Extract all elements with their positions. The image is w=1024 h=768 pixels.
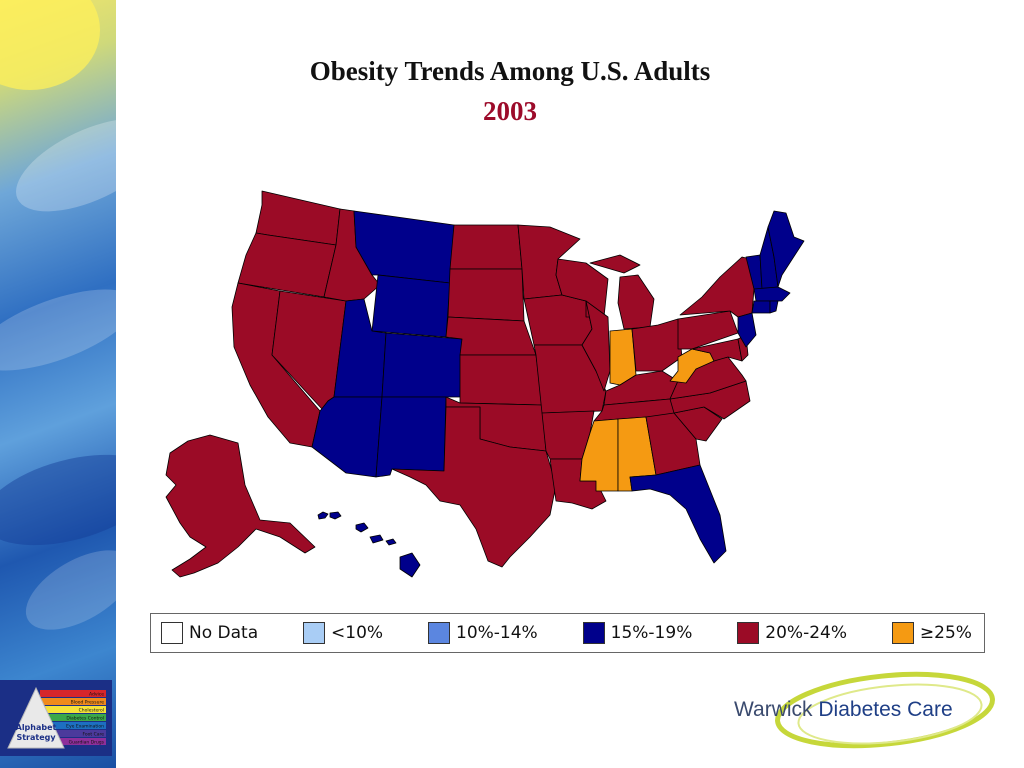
- legend-item-20-24: 20%-24%: [737, 622, 847, 644]
- state-pennsylvania: [677, 310, 739, 350]
- legend-item-10-14: 10%-14%: [428, 622, 538, 644]
- state-colorado: [381, 332, 463, 398]
- map-legend: No Data <10% 10%-14% 15%-19% 20%-24% ≥25…: [150, 613, 985, 653]
- legend-label-20-24: 20%-24%: [765, 623, 847, 643]
- state-hawaii-5: [385, 538, 397, 546]
- state-north-dakota: [449, 224, 523, 270]
- state-georgia: [645, 412, 701, 476]
- state-connecticut: [751, 300, 771, 314]
- state-hawaii-3: [355, 522, 369, 533]
- brand-swoosh-icon: [775, 671, 995, 749]
- state-arizona: [311, 396, 383, 478]
- legend-swatch-25-plus: [891, 622, 914, 644]
- decorative-side-band: [0, 0, 116, 768]
- logo-band: [40, 722, 106, 729]
- legend-label-no-data: No Data: [189, 623, 259, 643]
- map-title: Obesity Trends Among U.S. Adults: [309, 56, 711, 86]
- logo-band: [40, 706, 106, 713]
- alphabet-strategy-logo: Advice Blood Pressure Cholesterol Diabetes …: [0, 680, 112, 756]
- legend-swatch-15-19: [582, 622, 605, 644]
- legend-swatch-20-24: [737, 622, 760, 644]
- state-new-york: [679, 256, 755, 318]
- logo-band-label: Eye Examination: [66, 724, 104, 730]
- logo-band-label: Foot Care: [82, 732, 104, 738]
- state-texas: [391, 406, 557, 568]
- logo-band: [40, 714, 106, 721]
- legend-item-under-10: <10%: [303, 622, 383, 644]
- legend-item-no-data: No Data: [161, 622, 258, 644]
- logo-color-bands: Advice Blood Pressure Cholesterol Diabetes …: [40, 690, 106, 746]
- legend-label-25-plus: ≥25%: [919, 623, 972, 643]
- state-hawaii-4: [369, 534, 384, 544]
- state-florida: [629, 464, 727, 564]
- state-wyoming: [371, 274, 451, 338]
- legend-swatch-no-data: [161, 622, 183, 644]
- logo-band-label: Blood Pressure: [71, 700, 105, 706]
- us-obesity-map: [165, 190, 805, 578]
- state-iowa: [523, 294, 593, 346]
- state-maine: [767, 210, 805, 288]
- map-year: 2003: [483, 96, 537, 126]
- state-indiana: [609, 328, 637, 386]
- state-new-jersey: [737, 312, 757, 348]
- state-kansas: [459, 354, 543, 406]
- logo-band: [40, 690, 106, 697]
- state-rhode-island: [769, 300, 779, 314]
- state-hawaii-1: [317, 511, 329, 520]
- state-alaska: [165, 434, 316, 578]
- logo-band: [40, 698, 106, 705]
- logo-band: [40, 730, 106, 737]
- legend-swatch-10-14: [428, 622, 450, 644]
- logo-triangle: [7, 686, 65, 749]
- legend-swatch-under-10: [303, 622, 326, 644]
- brand-name: Warwick Diabetes Care: [734, 698, 953, 722]
- state-hawaii-2: [329, 511, 342, 520]
- state-massachusetts: [753, 286, 791, 302]
- legend-label-under-10: <10%: [331, 623, 384, 643]
- logo-band: [40, 738, 106, 745]
- state-south-dakota: [447, 268, 525, 322]
- legend-item-25-plus: ≥25%: [891, 622, 972, 644]
- brand-word-warwick: Warwick: [734, 698, 813, 721]
- legend-label-15-19: 15%-19%: [610, 623, 693, 643]
- logo-band-label: Diabetes Control: [66, 716, 104, 722]
- state-wisconsin: [555, 258, 609, 318]
- state-hawaii-6: [399, 552, 421, 578]
- state-illinois: [581, 300, 611, 392]
- logo-text-line2: Strategy: [16, 733, 56, 742]
- brand-word-diabetes-care: Diabetes Care: [818, 698, 953, 721]
- warwick-diabetes-care-logo: Warwick Diabetes Care: [720, 668, 1010, 758]
- logo-band-label: Guardian Drugs: [69, 740, 105, 746]
- logo-text-line1: Alphabet: [16, 723, 57, 732]
- state-new-mexico: [375, 396, 447, 478]
- logo-band-label: Advice: [89, 692, 104, 698]
- logo-band-label: Cholesterol: [79, 708, 104, 714]
- legend-label-10-14: 10%-14%: [456, 623, 538, 643]
- legend-item-15-19: 15%-19%: [582, 622, 693, 644]
